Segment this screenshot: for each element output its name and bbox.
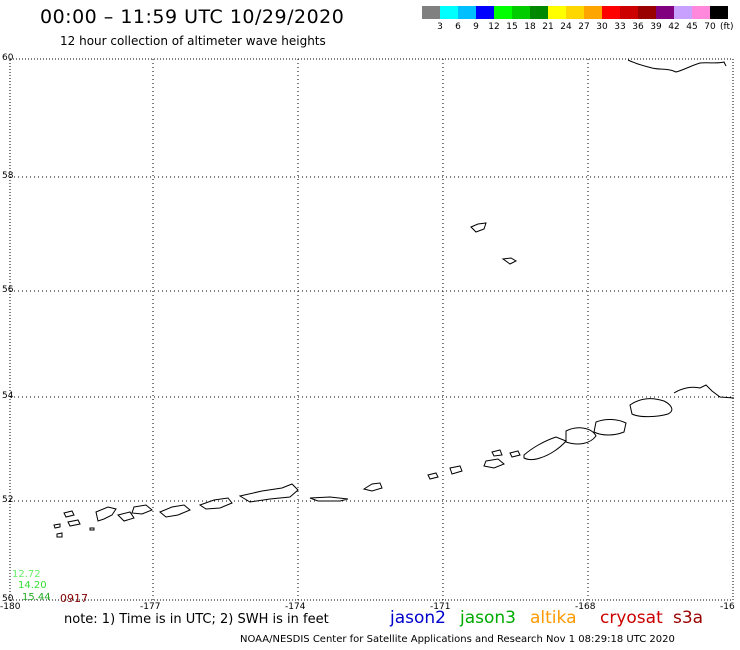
- footer-note: note: 1) Time is in UTC; 2) SWH is in fe…: [64, 612, 329, 627]
- colorbar-tick-label: 18: [524, 22, 536, 32]
- lon-label-16: -16: [720, 602, 735, 612]
- lat-label-54: 54: [2, 391, 14, 401]
- colorbar-tick-label: 3: [437, 22, 443, 32]
- colorbar-tick-label: 24: [560, 22, 572, 32]
- swh-reading: 0917: [60, 592, 88, 605]
- lat-label-60: 60: [2, 53, 14, 63]
- map-frame: [9, 58, 734, 601]
- colorbar-swatch: [638, 6, 656, 19]
- colorbar-swatch: [674, 6, 692, 19]
- lat-label-56: 56: [2, 285, 14, 295]
- satellite-legend-jason2: jason2: [390, 608, 446, 628]
- colorbar-tick-label: 15: [506, 22, 518, 32]
- map-subtitle: 12 hour collection of altimeter wave hei…: [60, 34, 326, 48]
- colorbar-swatch: [476, 6, 494, 19]
- coastline: [53, 59, 735, 538]
- colorbar-swatch: [548, 6, 566, 19]
- colorbar-swatch: [620, 6, 638, 19]
- colorbar-tick-label: 42: [668, 22, 680, 32]
- colorbar-swatch: [422, 6, 440, 19]
- swh-reading: 14.20: [18, 580, 47, 591]
- colorbar-tick-label: 12: [488, 22, 500, 32]
- lat-label-50: 50: [2, 594, 14, 604]
- colorbar-swatch: [584, 6, 602, 19]
- colorbar-tick-label: 21: [542, 22, 554, 32]
- colorbar-tick-label: 45: [686, 22, 698, 32]
- lon-label-171: -171: [430, 602, 451, 612]
- lon-label-180: -180: [0, 602, 21, 612]
- colorbar-tick-label: 27: [578, 22, 590, 32]
- swh-reading: 15.44: [22, 592, 51, 603]
- satellite-legend-jason3: jason3: [460, 608, 516, 628]
- satellite-legend-altika: altika: [530, 608, 577, 628]
- map-title: 00:00 – 11:59 UTC 10/29/2020: [40, 6, 345, 28]
- colorbar-swatch: [512, 6, 530, 19]
- lon-label-174: -174: [285, 602, 306, 612]
- colorbar-tick-label: 30: [596, 22, 608, 32]
- colorbar-swatch: [656, 6, 674, 19]
- colorbar-swatch: [494, 6, 512, 19]
- colorbar-tick-label: 39: [650, 22, 662, 32]
- colorbar-swatch: [566, 6, 584, 19]
- colorbar-unit: (ft): [720, 22, 734, 32]
- credit-line: NOAA/NESDIS Center for Satellite Applica…: [240, 634, 675, 645]
- satellite-legend-s3a: s3a: [673, 608, 704, 628]
- colorbar-swatch: [440, 6, 458, 19]
- colorbar-swatch: [530, 6, 548, 19]
- lon-label-177: -177: [140, 602, 161, 612]
- colorbar-swatch: [710, 6, 728, 19]
- colorbar-tick-label: 6: [455, 22, 461, 32]
- colorbar-swatch: [692, 6, 710, 19]
- colorbar-tick-label: 36: [632, 22, 644, 32]
- colorbar-swatch: [602, 6, 620, 19]
- lat-label-58: 58: [2, 171, 14, 181]
- graticule: [10, 59, 733, 600]
- satellite-legend-cryosat: cryosat: [600, 608, 663, 628]
- colorbar-tick-label: 70: [704, 22, 716, 32]
- lat-label-52: 52: [2, 495, 14, 505]
- colorbar-tick-label: 9: [473, 22, 479, 32]
- colorbar-tick-label: 33: [614, 22, 626, 32]
- colorbar-swatch: [458, 6, 476, 19]
- swh-reading: 12.72: [12, 569, 41, 580]
- lon-label-168: -168: [575, 602, 596, 612]
